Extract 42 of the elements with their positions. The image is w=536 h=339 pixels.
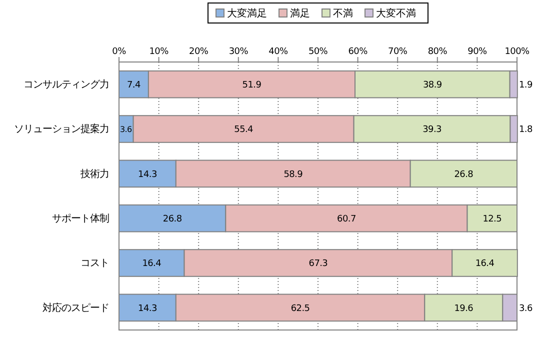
data-label: 60.7 <box>337 214 356 224</box>
data-label: 7.4 <box>127 80 141 90</box>
x-tick-label: 10% <box>149 47 170 57</box>
y-tick-label: コスト <box>80 258 109 270</box>
legend-label: 不満 <box>333 8 353 20</box>
data-label: 3.6 <box>519 304 533 314</box>
data-label: 26.8 <box>162 214 182 224</box>
x-tick-label: 80% <box>428 47 448 57</box>
data-label: 14.3 <box>138 304 157 314</box>
x-tick-label: 40% <box>268 47 288 57</box>
x-tick-label: 100% <box>504 47 530 57</box>
data-label: 26.8 <box>454 170 474 180</box>
data-label: 39.3 <box>422 125 442 136</box>
data-label: 38.9 <box>423 80 442 90</box>
data-label: 55.4 <box>234 125 254 136</box>
x-tick-label: 90% <box>468 47 488 57</box>
data-label: 58.9 <box>284 170 304 180</box>
data-label: 51.9 <box>242 80 262 90</box>
y-tick-label: コンサルティング力 <box>24 78 109 91</box>
x-tick-label: 70% <box>388 47 408 57</box>
data-label: 16.4 <box>475 259 495 270</box>
legend-label: 大変不満 <box>376 8 416 20</box>
data-label: 1.9 <box>519 80 533 90</box>
legend-label: 満足 <box>290 8 310 20</box>
data-label: 3.6 <box>120 124 132 134</box>
data-label: 14.3 <box>138 170 157 180</box>
legend-label: 大変満足 <box>227 8 267 20</box>
x-tick-label: 20% <box>189 47 209 57</box>
y-tick-label: サポート体制 <box>52 212 110 225</box>
x-tick-label: 30% <box>228 47 249 57</box>
data-label: 19.6 <box>454 304 474 314</box>
x-tick-label: 0% <box>112 47 127 57</box>
data-label: 1.8 <box>519 125 533 136</box>
data-label: 67.3 <box>308 259 328 270</box>
y-tick-label: 対応のスピード <box>42 302 109 314</box>
x-tick-label: 50% <box>308 47 328 57</box>
y-tick-label: 技術力 <box>80 168 109 180</box>
y-tick-label: ソリューション提案力 <box>14 123 109 136</box>
data-label: 62.5 <box>290 304 310 314</box>
data-label: 16.4 <box>142 259 162 270</box>
x-tick-label: 60% <box>348 47 368 57</box>
data-label: 12.5 <box>482 214 502 224</box>
